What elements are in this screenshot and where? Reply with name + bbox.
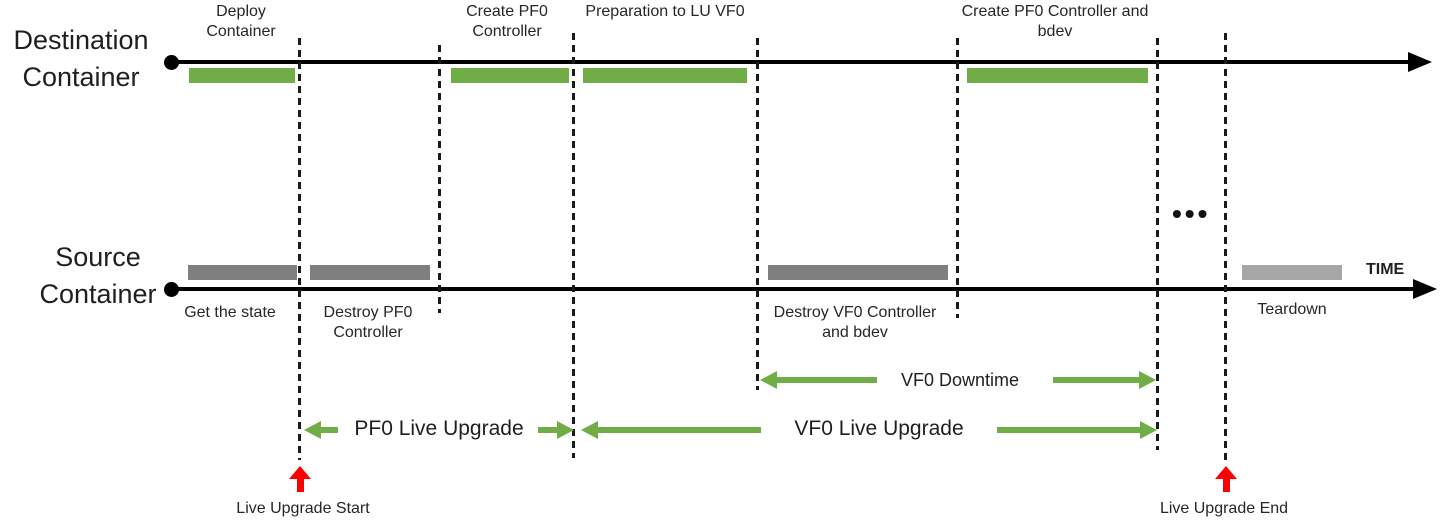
preparation-to-lu-vf0-bar bbox=[583, 68, 747, 83]
live-upgrade-start-arrow bbox=[289, 466, 311, 492]
destination-timeline-start-dot bbox=[164, 55, 179, 70]
source-timeline-start-dot bbox=[164, 282, 179, 297]
phase-label-preparation-to-lu-vf0: Preparation to LU VF0 bbox=[585, 3, 745, 20]
vf0-live-upgrade-left-arrow bbox=[581, 421, 761, 439]
phase-boundary-dashed-line-7 bbox=[1224, 33, 1227, 462]
phase-label-get-the-state: Get the state bbox=[184, 304, 276, 321]
pf0-live-upgrade-label: PF0 Live Upgrade bbox=[354, 417, 524, 440]
destination-row-label-line1: Destination bbox=[13, 25, 149, 55]
time-axis-label: TIME bbox=[1366, 261, 1405, 278]
arrow-shaft bbox=[775, 377, 877, 383]
arrow-shaft bbox=[997, 427, 1142, 433]
source-timeline-axis bbox=[171, 279, 1437, 299]
phase-label-deploy-container: Deploy Container bbox=[206, 3, 276, 40]
deploy-container-bar bbox=[189, 68, 295, 83]
get-the-state-bar bbox=[188, 265, 297, 280]
vf0-downtime-right-arrow bbox=[1053, 371, 1156, 389]
arrow-shaft bbox=[1053, 377, 1141, 383]
live-upgrade-end-label: Live Upgrade End bbox=[1159, 500, 1289, 517]
source-row-label-line2: Container bbox=[39, 279, 157, 309]
phase-label-create-pf0-controller-and-bdev: Create PF0 Controller and bdev bbox=[961, 3, 1149, 40]
phase-boundary-dashed-line-1 bbox=[298, 38, 301, 460]
phase-label-create-pf0-controller: Create PF0 Controller bbox=[466, 3, 548, 40]
arrow-shaft bbox=[319, 427, 338, 433]
phase-boundary-dashed-line-6 bbox=[1156, 38, 1159, 450]
destination-row-label: Destination Container bbox=[0, 22, 164, 96]
pf0-live-upgrade-left-arrow bbox=[304, 421, 338, 439]
destroy-vf0-controller-and-bdev-bar bbox=[768, 265, 948, 280]
pf0-live-upgrade-right-arrow bbox=[538, 421, 574, 439]
phase-label-teardown: Teardown bbox=[1257, 301, 1327, 318]
timeline-continuation-ellipsis: ••• bbox=[1172, 198, 1211, 229]
live-upgrade-start-label: Live Upgrade Start bbox=[236, 500, 370, 517]
source-row-label-line1: Source bbox=[55, 242, 141, 272]
phase-boundary-dashed-line-5 bbox=[956, 38, 959, 318]
teardown-bar bbox=[1242, 265, 1342, 280]
live-upgrade-end-arrow bbox=[1215, 466, 1237, 492]
arrow-shaft bbox=[596, 427, 761, 433]
destination-row-label-line2: Container bbox=[22, 62, 140, 92]
phase-boundary-dashed-line-4 bbox=[756, 38, 759, 390]
vf0-live-upgrade-label: VF0 Live Upgrade bbox=[794, 417, 964, 440]
phase-boundary-dashed-line-3 bbox=[572, 33, 575, 458]
arrow-shaft bbox=[538, 427, 559, 433]
create-pf0-controller-and-bdev-bar bbox=[967, 68, 1148, 83]
destination-timeline-axis bbox=[171, 52, 1432, 72]
source-row-label: Source Container bbox=[8, 239, 188, 313]
phase-label-destroy-vf0-controller-and-bdev: Destroy VF0 Controller and bdev bbox=[773, 304, 937, 341]
vf0-live-upgrade-right-arrow bbox=[997, 421, 1157, 439]
create-pf0-controller-bar bbox=[451, 68, 569, 83]
vf0-downtime-left-arrow bbox=[760, 371, 877, 389]
destroy-pf0-controller-bar bbox=[310, 265, 430, 280]
phase-label-destroy-pf0-controller: Destroy PF0 Controller bbox=[323, 304, 413, 341]
vf0-downtime-label: VF0 Downtime bbox=[900, 370, 1020, 390]
phase-boundary-dashed-line-2 bbox=[438, 45, 441, 313]
